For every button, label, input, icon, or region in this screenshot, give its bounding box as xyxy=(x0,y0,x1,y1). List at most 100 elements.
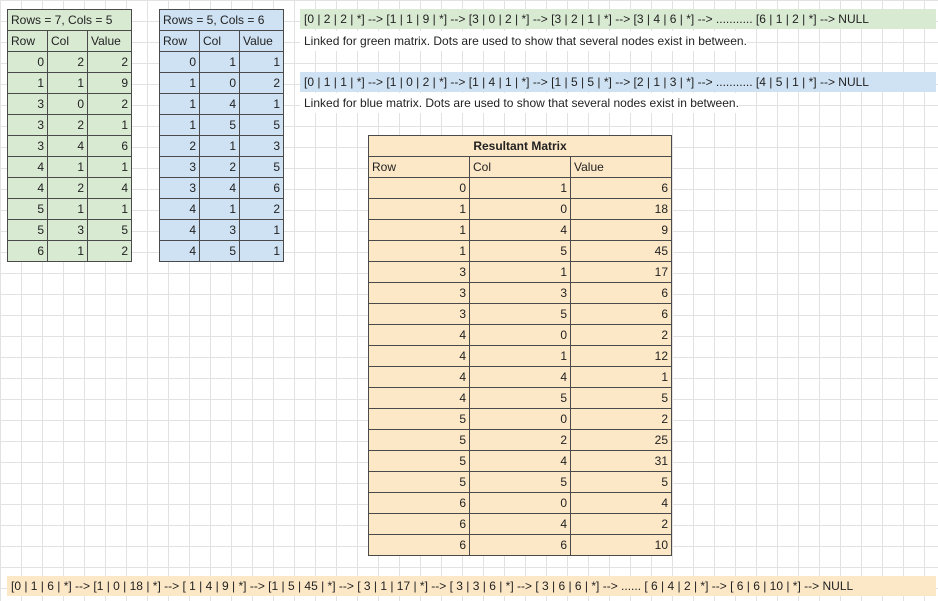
table-cell[interactable]: 1 xyxy=(469,261,571,283)
table-cell[interactable]: 3 xyxy=(7,93,48,115)
table-cell[interactable]: 2 xyxy=(199,156,240,178)
table-cell[interactable]: 5 xyxy=(368,408,470,430)
table-cell[interactable]: 1 xyxy=(199,51,240,73)
table-cell[interactable]: 4 xyxy=(159,240,200,262)
green-col-header-row[interactable]: Row xyxy=(7,30,48,52)
table-cell[interactable]: 3 xyxy=(469,282,571,304)
table-cell[interactable]: 5 xyxy=(469,471,571,493)
result-col-header-row[interactable]: Row xyxy=(368,156,470,178)
table-cell[interactable]: 0 xyxy=(469,492,571,514)
green-linked-list[interactable]: [0 | 2 | 2 | *] --> [1 | 1 | 9 | *] --> … xyxy=(300,9,936,29)
table-cell[interactable]: 1 xyxy=(199,198,240,220)
table-cell[interactable]: 6 xyxy=(469,534,571,556)
table-cell[interactable]: 1 xyxy=(159,72,200,94)
table-cell[interactable]: 5 xyxy=(368,450,470,472)
table-cell[interactable]: 1 xyxy=(469,345,571,367)
table-cell[interactable]: 5 xyxy=(469,240,571,262)
table-cell[interactable]: 4 xyxy=(368,387,470,409)
table-cell[interactable]: 1 xyxy=(86,156,133,178)
table-cell[interactable]: 3 xyxy=(7,135,48,157)
result-col-header-col[interactable]: Col xyxy=(469,156,571,178)
table-cell[interactable]: 17 xyxy=(570,261,672,283)
table-cell[interactable]: 1 xyxy=(47,240,88,262)
table-cell[interactable]: 5 xyxy=(238,156,285,178)
table-cell[interactable]: 5 xyxy=(199,114,240,136)
table-cell[interactable]: 3 xyxy=(368,282,470,304)
table-cell[interactable]: 5 xyxy=(570,471,672,493)
table-cell[interactable]: 5 xyxy=(469,303,571,325)
blue-matrix-dimensions[interactable]: Rows = 5, Cols = 6 xyxy=(158,9,285,31)
table-cell[interactable]: 1 xyxy=(159,114,200,136)
green-col-header-col[interactable]: Col xyxy=(47,30,88,52)
table-cell[interactable]: 1 xyxy=(238,93,285,115)
table-cell[interactable]: 2 xyxy=(47,177,88,199)
table-cell[interactable]: 4 xyxy=(570,492,672,514)
result-linked-list[interactable]: [0 | 1 | 6 | *] --> [1 | 0 | 18 | *] -->… xyxy=(7,576,936,596)
table-cell[interactable]: 2 xyxy=(86,240,133,262)
green-linked-list-note[interactable]: Linked for green matrix. Dots are used t… xyxy=(300,31,747,51)
table-cell[interactable]: 6 xyxy=(368,534,470,556)
table-cell[interactable]: 1 xyxy=(469,177,571,199)
table-cell[interactable]: 1 xyxy=(199,135,240,157)
table-cell[interactable]: 3 xyxy=(368,303,470,325)
table-cell[interactable]: 1 xyxy=(238,240,285,262)
table-cell[interactable]: 1 xyxy=(86,198,133,220)
table-cell[interactable]: 10 xyxy=(570,534,672,556)
table-cell[interactable]: 3 xyxy=(47,219,88,241)
table-cell[interactable]: 2 xyxy=(238,198,285,220)
table-cell[interactable]: 9 xyxy=(86,72,133,94)
table-cell[interactable]: 1 xyxy=(368,240,470,262)
table-cell[interactable]: 4 xyxy=(469,366,571,388)
table-cell[interactable]: 4 xyxy=(86,177,133,199)
table-cell[interactable]: 45 xyxy=(570,240,672,262)
table-cell[interactable]: 0 xyxy=(159,51,200,73)
table-cell[interactable]: 2 xyxy=(469,429,571,451)
table-cell[interactable]: 4 xyxy=(199,177,240,199)
resultant-matrix-title[interactable]: Resultant Matrix xyxy=(368,135,672,157)
table-cell[interactable]: 0 xyxy=(47,93,88,115)
table-cell[interactable]: 6 xyxy=(7,240,48,262)
table-cell[interactable]: 1 xyxy=(86,114,133,136)
table-cell[interactable]: 2 xyxy=(47,51,88,73)
green-matrix-dimensions[interactable]: Rows = 7, Cols = 5 xyxy=(6,9,133,31)
table-cell[interactable]: 31 xyxy=(570,450,672,472)
table-cell[interactable]: 18 xyxy=(570,198,672,220)
table-cell[interactable]: 3 xyxy=(7,114,48,136)
table-cell[interactable]: 5 xyxy=(238,114,285,136)
table-cell[interactable]: 1 xyxy=(368,219,470,241)
table-cell[interactable]: 6 xyxy=(238,177,285,199)
table-cell[interactable]: 2 xyxy=(86,51,133,73)
table-cell[interactable]: 5 xyxy=(570,387,672,409)
table-cell[interactable]: 5 xyxy=(469,387,571,409)
table-cell[interactable]: 1 xyxy=(159,93,200,115)
table-cell[interactable]: 1 xyxy=(47,72,88,94)
table-cell[interactable]: 4 xyxy=(368,324,470,346)
table-cell[interactable]: 2 xyxy=(47,114,88,136)
table-cell[interactable]: 9 xyxy=(570,219,672,241)
table-cell[interactable]: 3 xyxy=(159,177,200,199)
table-cell[interactable]: 6 xyxy=(570,282,672,304)
table-cell[interactable]: 6 xyxy=(86,135,133,157)
table-cell[interactable]: 2 xyxy=(570,408,672,430)
table-cell[interactable]: 6 xyxy=(570,177,672,199)
table-cell[interactable]: 2 xyxy=(238,72,285,94)
table-cell[interactable]: 1 xyxy=(238,219,285,241)
blue-linked-list-note[interactable]: Linked for blue matrix. Dots are used to… xyxy=(300,93,739,113)
table-cell[interactable]: 1 xyxy=(47,156,88,178)
table-cell[interactable]: 0 xyxy=(469,198,571,220)
table-cell[interactable]: 3 xyxy=(159,156,200,178)
table-cell[interactable]: 2 xyxy=(570,324,672,346)
table-cell[interactable]: 5 xyxy=(7,219,48,241)
table-cell[interactable]: 6 xyxy=(570,303,672,325)
result-col-header-value[interactable]: Value xyxy=(570,156,672,178)
table-cell[interactable]: 5 xyxy=(368,471,470,493)
table-cell[interactable]: 0 xyxy=(199,72,240,94)
table-cell[interactable]: 4 xyxy=(469,219,571,241)
blue-col-header-col[interactable]: Col xyxy=(199,30,240,52)
table-cell[interactable]: 4 xyxy=(47,135,88,157)
table-cell[interactable]: 5 xyxy=(86,219,133,241)
table-cell[interactable]: 4 xyxy=(469,513,571,535)
table-cell[interactable]: 0 xyxy=(469,408,571,430)
table-cell[interactable]: 4 xyxy=(159,198,200,220)
table-cell[interactable]: 5 xyxy=(7,198,48,220)
